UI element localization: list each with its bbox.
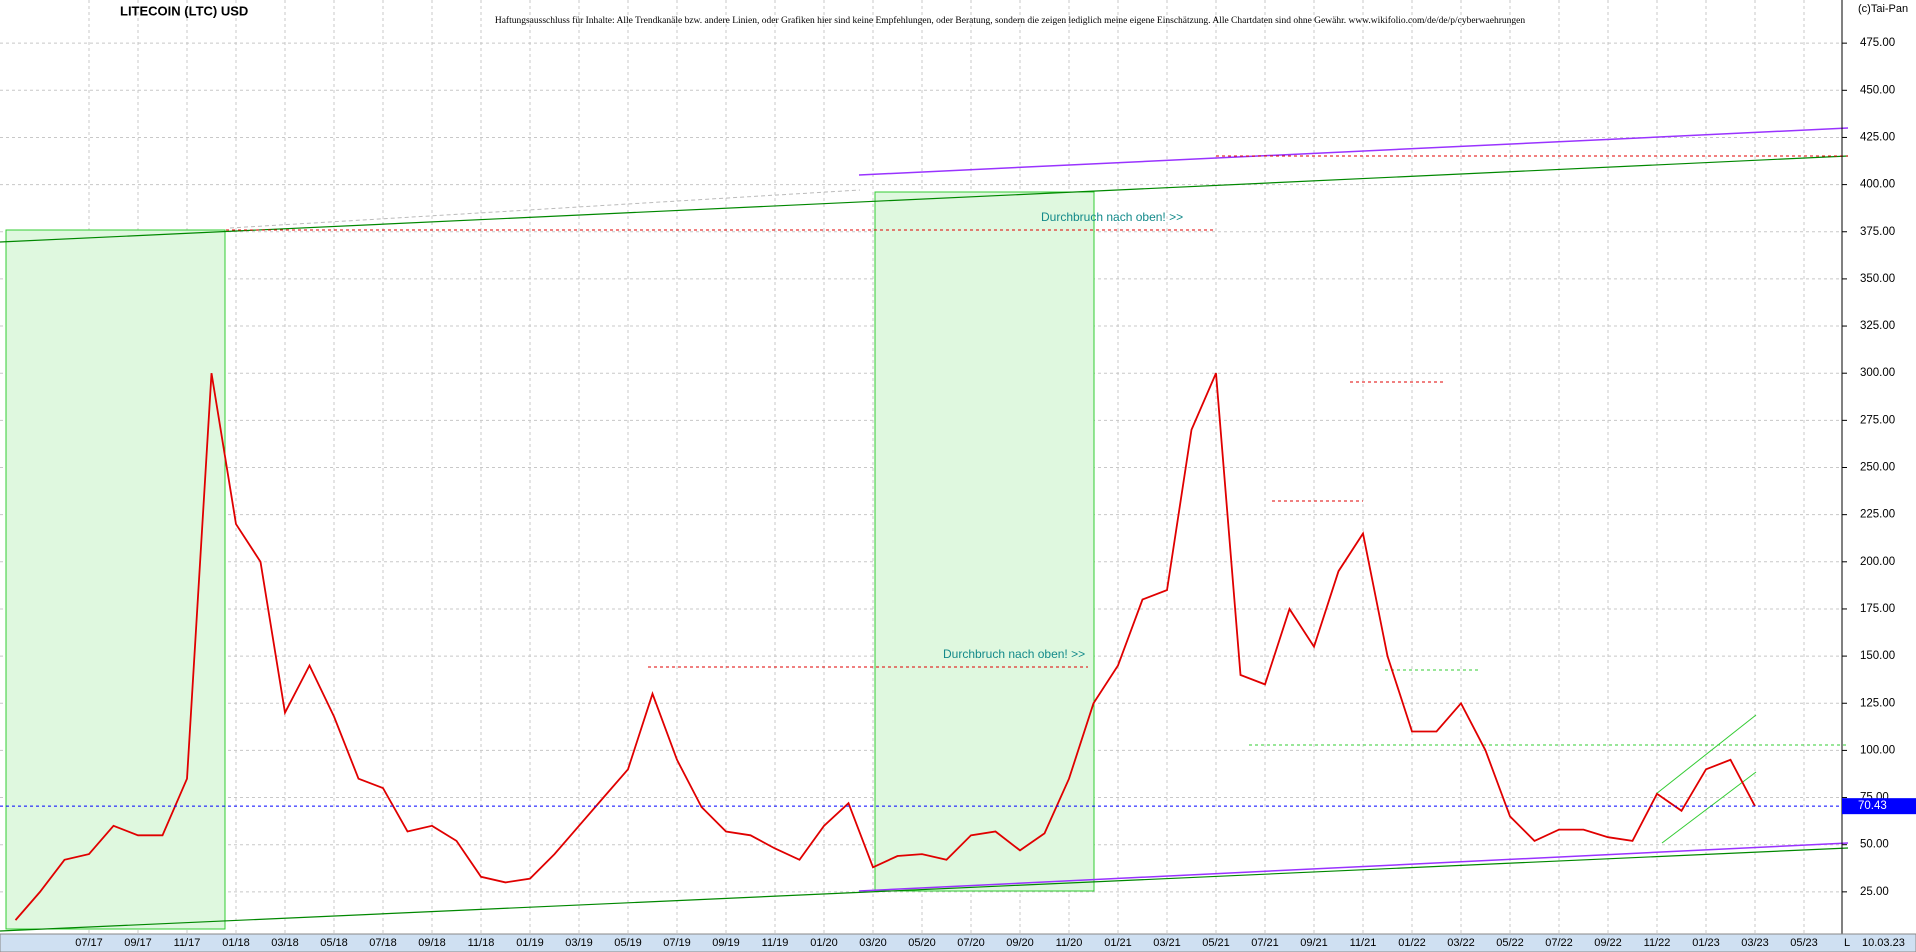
x-tick-label: 09/21	[1300, 937, 1328, 949]
plot	[0, 372, 1842, 921]
annotation: Durchbruch nach oben! >>	[1041, 210, 1183, 224]
x-tick-label: 03/21	[1153, 937, 1181, 949]
x-tick-label: 05/23	[1790, 937, 1818, 949]
x-tick-label: 01/20	[810, 937, 838, 949]
trend-line	[858, 842, 1849, 892]
x-tick-label: 09/22	[1594, 937, 1622, 949]
trend-line	[0, 155, 1849, 243]
channel-line	[1655, 714, 1757, 795]
x-tick-label: 05/18	[320, 937, 348, 949]
x-tick-label: 05/21	[1202, 937, 1230, 949]
x-tick-label: 09/17	[124, 937, 152, 949]
x-tick-label: 05/20	[908, 937, 936, 949]
x-tick-label: 11/19	[762, 937, 789, 949]
x-tick-label: 07/20	[957, 937, 985, 949]
x-tick-label: 01/23	[1692, 937, 1720, 949]
x-tick-label: 11/21	[1350, 937, 1377, 949]
y-tick-label: 200.00	[1860, 556, 1895, 568]
price-line	[14, 372, 1756, 921]
y-tick-label: 325.00	[1860, 320, 1895, 332]
y-tick-label: 250.00	[1860, 462, 1895, 474]
zone	[874, 191, 1095, 892]
x-tick-label: 11/18	[468, 937, 495, 949]
y-tick-label: 300.00	[1860, 367, 1895, 379]
y-tick-label: 25.00	[1860, 886, 1889, 898]
x-tick-label: 07/17	[75, 937, 103, 949]
y-tick-label: 125.00	[1860, 697, 1895, 709]
x-tick-label: 03/19	[565, 937, 593, 949]
x-axis-band	[0, 933, 1916, 952]
trend-line	[858, 127, 1849, 176]
y-tick-label: 400.00	[1860, 179, 1895, 191]
x-tick-label: 01/18	[222, 937, 250, 949]
trend-line	[229, 189, 861, 229]
chart-title: LITECOIN (LTC) USD	[120, 3, 248, 18]
scale-label: L	[1844, 937, 1850, 949]
y-tick-label: 425.00	[1860, 131, 1895, 143]
y-tick-label: 100.00	[1860, 744, 1895, 756]
x-tick-label: 03/22	[1447, 937, 1475, 949]
y-tick-label: 225.00	[1860, 509, 1895, 521]
x-tick-label: 05/22	[1496, 937, 1524, 949]
x-tick-label: 07/21	[1251, 937, 1279, 949]
x-tick-label: 01/19	[516, 937, 544, 949]
disclaimer: Haftungsausschluss für Inhalte: Alle Tre…	[495, 15, 1526, 26]
x-tick-label: 01/21	[1104, 937, 1132, 949]
y-tick-label: 450.00	[1860, 84, 1895, 96]
x-tick-label: 07/22	[1545, 937, 1573, 949]
x-tick-label: 11/22	[1644, 937, 1671, 949]
y-tick-label: 175.00	[1860, 603, 1895, 615]
y-tick-label: 475.00	[1860, 37, 1895, 49]
zone	[5, 229, 226, 930]
x-tick-label: 03/20	[859, 937, 887, 949]
x-tick-label: 11/17	[174, 937, 201, 949]
x-tick-label: 03/18	[271, 937, 299, 949]
annotation: Durchbruch nach oben! >>	[943, 647, 1085, 661]
last-price-label: 70.43	[1858, 800, 1887, 812]
x-tick-label: 07/18	[369, 937, 397, 949]
x-tick-label: 09/20	[1006, 937, 1034, 949]
x-tick-label: 05/19	[614, 937, 642, 949]
y-tick-label: 50.00	[1860, 839, 1889, 851]
x-tick-label: 03/23	[1741, 937, 1769, 949]
x-tick-label: 01/22	[1398, 937, 1426, 949]
y-tick-label: 275.00	[1860, 414, 1895, 426]
y-tick-label: 375.00	[1860, 226, 1895, 238]
date-label: 10.03.23	[1862, 937, 1905, 949]
trend-line	[0, 847, 1849, 932]
x-tick-label: 11/20	[1056, 937, 1083, 949]
last-price-box	[1842, 798, 1916, 815]
x-tick-label: 09/18	[418, 937, 446, 949]
y-tick-label: 150.00	[1860, 650, 1895, 662]
channel-line	[1661, 771, 1757, 844]
x-tick-label: 09/19	[712, 937, 740, 949]
copyright: (c)Tai-Pan	[1858, 3, 1908, 15]
x-tick-label: 07/19	[663, 937, 691, 949]
y-tick-label: 350.00	[1860, 273, 1895, 285]
